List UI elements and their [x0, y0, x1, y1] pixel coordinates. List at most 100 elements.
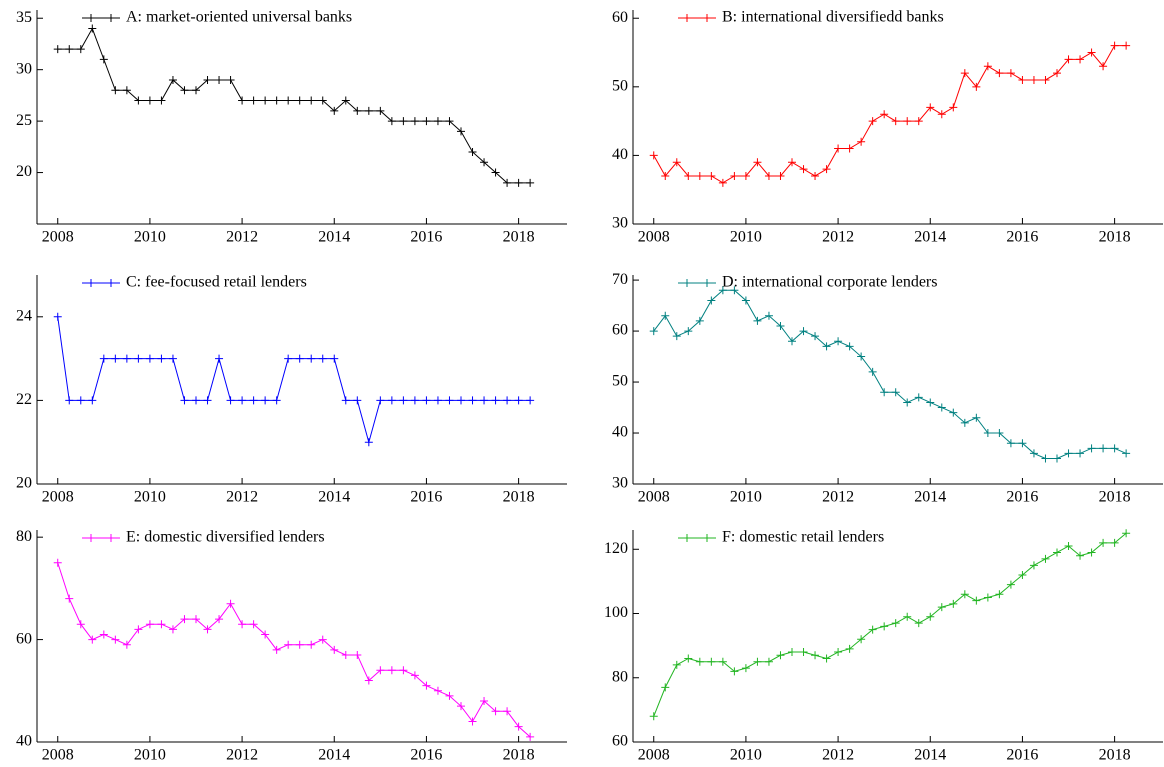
point-marker: [1076, 551, 1085, 560]
x-tick-label: 2010: [134, 747, 166, 764]
point-marker: [387, 117, 396, 126]
point-marker: [1018, 439, 1027, 448]
point-marker: [203, 625, 212, 634]
legend-label: A: market-oriented universal banks: [126, 9, 352, 26]
point-marker: [661, 683, 670, 692]
x-tick-label: 2010: [730, 229, 762, 246]
point-marker: [445, 691, 454, 700]
x-tick-label: 2016: [1006, 747, 1038, 764]
point-marker: [215, 75, 224, 84]
legend-label: C: fee-focused retail lenders: [126, 274, 307, 291]
point-marker: [111, 86, 120, 95]
point-marker: [776, 321, 785, 330]
point-marker: [684, 327, 693, 336]
point-marker: [857, 137, 866, 146]
point-marker: [468, 147, 477, 156]
point-marker: [903, 117, 912, 126]
series-line: [653, 289, 1127, 460]
point-marker: [157, 354, 166, 363]
x-tick-label: 2018: [503, 747, 535, 764]
point-marker: [788, 337, 796, 346]
point-marker: [261, 630, 270, 639]
y-tick-label: 40: [16, 733, 32, 750]
point-marker: [341, 96, 350, 105]
point-marker: [76, 620, 85, 629]
point-marker: [53, 45, 62, 54]
point-marker: [1006, 69, 1015, 78]
point-marker: [249, 620, 258, 629]
point-marker: [983, 593, 992, 602]
point-marker: [949, 103, 958, 112]
point-marker: [937, 603, 946, 612]
x-tick-label: 2016: [410, 747, 442, 764]
y-tick-label: 120: [604, 540, 628, 557]
point-marker: [341, 396, 350, 405]
point-marker: [1053, 69, 1061, 78]
point-marker: [741, 296, 750, 305]
point-marker: [353, 396, 362, 405]
x-tick-label: 2016: [1006, 229, 1038, 246]
point-marker: [491, 168, 500, 177]
point-marker: [514, 722, 523, 731]
y-tick-label: 60: [16, 630, 32, 647]
point-marker: [684, 171, 693, 180]
point-marker: [353, 650, 362, 659]
legend-marker: [683, 14, 711, 22]
point-marker: [491, 396, 500, 405]
point-marker: [203, 75, 212, 84]
point-marker: [238, 396, 247, 405]
point-marker: [718, 657, 727, 666]
point-marker: [99, 55, 108, 64]
point-marker: [122, 640, 131, 649]
point-marker: [180, 396, 189, 405]
point-marker: [1064, 542, 1073, 551]
x-tick-label: 2012: [822, 747, 854, 764]
point-marker: [1006, 580, 1015, 589]
point-marker: [960, 69, 969, 78]
y-tick-label: 50: [612, 77, 628, 94]
point-marker: [1041, 454, 1050, 463]
x-tick-label: 2018: [503, 229, 535, 246]
point-marker: [661, 171, 670, 180]
x-tick-label: 2012: [226, 489, 258, 506]
point-marker: [868, 117, 877, 126]
y-tick-label: 100: [604, 604, 628, 621]
x-tick-label: 2018: [1099, 747, 1131, 764]
point-marker: [983, 429, 992, 438]
point-marker: [741, 171, 750, 180]
y-tick-label: 35: [16, 9, 32, 26]
point-marker: [364, 106, 373, 115]
point-marker: [249, 396, 258, 405]
point-marker: [226, 75, 235, 84]
point-marker: [799, 327, 808, 336]
point-marker: [111, 635, 120, 644]
y-tick-label: 60: [612, 733, 628, 750]
point-marker: [433, 117, 442, 126]
point-marker: [707, 657, 716, 666]
point-marker: [422, 681, 431, 690]
y-tick-label: 60: [612, 9, 628, 26]
point-marker: [1076, 449, 1085, 458]
point-marker: [410, 671, 419, 680]
point-marker: [318, 635, 327, 644]
point-marker: [157, 96, 166, 105]
x-tick-label: 2010: [134, 489, 166, 506]
point-marker: [526, 396, 535, 405]
point-marker: [649, 151, 658, 160]
point-marker: [903, 612, 912, 621]
point-marker: [215, 354, 224, 363]
x-tick-label: 2008: [638, 229, 670, 246]
point-marker: [376, 666, 385, 675]
point-marker: [891, 117, 900, 126]
point-marker: [145, 354, 154, 363]
point-marker: [526, 178, 535, 187]
point-marker: [672, 660, 681, 669]
x-tick-label: 2018: [1099, 489, 1131, 506]
series-line: [653, 532, 1127, 717]
point-marker: [764, 171, 773, 180]
point-marker: [1041, 554, 1050, 563]
legend-marker: [87, 14, 115, 22]
point-marker: [168, 75, 177, 84]
point-marker: [995, 590, 1004, 599]
y-tick-label: 60: [612, 322, 628, 339]
